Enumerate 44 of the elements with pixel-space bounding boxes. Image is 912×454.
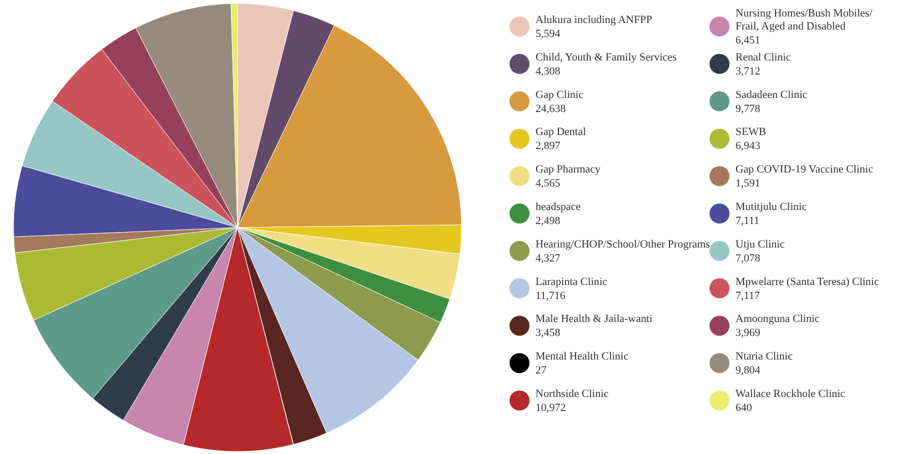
legend-label: Mental Health Clinic	[536, 350, 628, 363]
legend-label: Gap COVID-19 Vaccine Clinic	[736, 164, 874, 176]
data-label: 4,565	[536, 178, 561, 190]
data-label: 1,591	[736, 178, 760, 190]
data-label: 7,111	[736, 215, 760, 227]
data-label: 2,897	[536, 140, 561, 152]
legend-label: Amoonguna Clinic	[736, 313, 820, 326]
legend-label: Gap Dental	[536, 126, 586, 138]
data-label: 10,972	[536, 402, 566, 414]
legend-label: Ntaria Clinic	[736, 350, 793, 363]
data-label: 9,778	[736, 102, 761, 115]
data-label: 3,458	[536, 327, 561, 340]
legend-label: SEWB	[736, 126, 766, 138]
legend-label: Child, Youth & Family Services	[536, 51, 677, 64]
data-label: 2,498	[536, 215, 561, 227]
data-label: 3,969	[736, 327, 761, 340]
data-label: 7,078	[736, 252, 761, 264]
legend-label: Sadadeen Clinic	[736, 88, 808, 101]
data-label: 6,943	[736, 140, 761, 152]
legend-label: Wallace Rockhole Clinic	[736, 388, 846, 400]
legend-label: Hearing/CHOP/School/Other Programs	[536, 238, 710, 250]
legend-label: Utju Clinic	[736, 238, 785, 250]
data-label: 640	[736, 402, 752, 414]
legend-label: headspace	[536, 201, 581, 213]
legend-label: Nursing Homes/Bush Mobiles/Frail, Aged and Disabled	[736, 8, 874, 32]
legend-label: Alukura including ANFPP	[536, 14, 652, 26]
legend-label: Mutitjulu Clinic	[736, 201, 807, 213]
data-label: 7,117	[736, 290, 760, 302]
data-label: 3,712	[736, 65, 760, 78]
data-label: 11,716	[536, 290, 566, 302]
data-label: 5,594	[536, 28, 561, 40]
legend-label: Gap Clinic	[536, 88, 584, 101]
data-label: 4,327	[536, 252, 561, 264]
data-label: 24,638	[536, 102, 566, 115]
data-label: 4,308	[536, 65, 561, 78]
legend-label: Renal Clinic	[736, 51, 791, 64]
data-label: 6,451	[736, 34, 760, 46]
data-label: 27	[536, 364, 547, 377]
legend-label: Mpwelarre (Santa Teresa) Clinic	[736, 276, 880, 288]
data-label: 9,804	[736, 364, 761, 377]
legend-label: Male Health & Jaila-wanti	[536, 313, 652, 326]
legend-label: Gap Pharmacy	[536, 164, 602, 176]
legend-label: Larapinta Clinic	[536, 276, 608, 288]
legend-label: Northside Clinic	[536, 388, 609, 400]
